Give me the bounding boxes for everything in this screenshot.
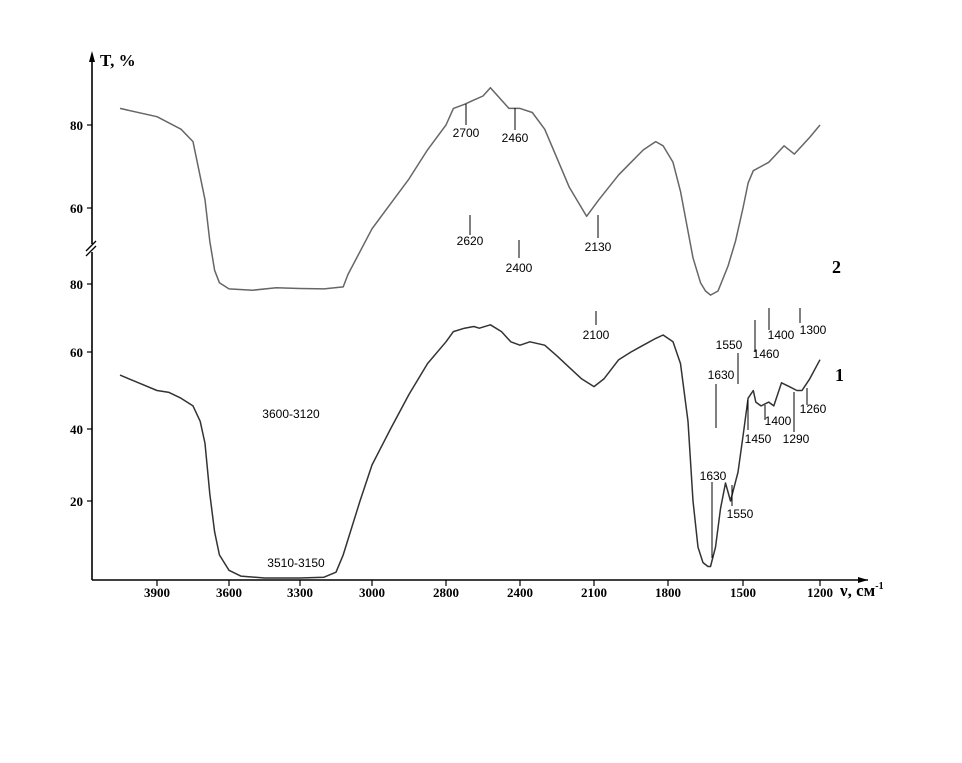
- y-axis-arrow: [89, 51, 95, 62]
- x-tick-label: 3000: [359, 585, 385, 600]
- annotation-label: 2620: [457, 234, 484, 248]
- annotation-label: 1460: [753, 347, 780, 361]
- chart-axes: [85, 51, 868, 583]
- x-tick-label: 1200: [807, 585, 833, 600]
- series-1-label: 1: [835, 365, 844, 385]
- annotation-label: 2130: [585, 240, 612, 254]
- annotation-label: 2700: [453, 126, 480, 140]
- annotation-label: 1630: [708, 368, 735, 382]
- x-tick-label: 3300: [287, 585, 313, 600]
- annotation-label: 1550: [716, 338, 743, 352]
- chart-annotations: 2700 2460 2130 3600-3120 1630 1550 1460 1400 130…: [262, 104, 827, 570]
- x-axis-arrow: [858, 577, 868, 583]
- x-axis-title: ν, см-1: [839, 581, 884, 600]
- y-tick-label-lower: 60: [70, 345, 83, 360]
- annotation-label: 2100: [583, 328, 610, 342]
- annotation-label: 1550: [727, 507, 754, 521]
- annotation-label: 2460: [502, 131, 529, 145]
- chart-ticks: 3900 3600 3300 3000 2800 2400 2100 1800 1500 1200…: [70, 118, 833, 600]
- annotation-label: 1400: [765, 414, 792, 428]
- series-1-line: [119, 324, 821, 579]
- series-2-line: [119, 86, 821, 296]
- x-tick-label: 2400: [507, 585, 533, 600]
- chart-curves: 21: [119, 86, 844, 579]
- y-tick-label-lower: 20: [70, 494, 83, 509]
- x-tick-label: 1500: [730, 585, 756, 600]
- y-tick-label-upper: 60: [70, 201, 83, 216]
- series-2-label: 2: [832, 257, 841, 277]
- y-tick-label-lower: 40: [70, 422, 83, 437]
- annotation-label: 1290: [783, 432, 810, 446]
- annotation-label: 1300: [800, 323, 827, 337]
- annotation-label: 1400: [768, 328, 795, 342]
- x-tick-label: 3900: [144, 585, 170, 600]
- annotation-label: 1630: [700, 469, 727, 483]
- axis-break-mark-2: [85, 245, 97, 257]
- annotation-label: 3600-3120: [262, 407, 320, 421]
- axis-break-mark-1: [85, 240, 97, 252]
- y-axis-title: T, %: [100, 51, 136, 70]
- annotation-label: 2400: [506, 261, 533, 275]
- x-tick-label: 1800: [655, 585, 681, 600]
- x-tick-label: 3600: [216, 585, 242, 600]
- y-tick-label-lower: 80: [70, 277, 83, 292]
- annotation-label: 1260: [800, 402, 827, 416]
- y-tick-label-upper: 80: [70, 118, 83, 133]
- x-tick-label: 2800: [433, 585, 459, 600]
- x-tick-label: 2100: [581, 585, 607, 600]
- annotation-label: 1450: [745, 432, 772, 446]
- annotation-label: 3510-3150: [267, 556, 325, 570]
